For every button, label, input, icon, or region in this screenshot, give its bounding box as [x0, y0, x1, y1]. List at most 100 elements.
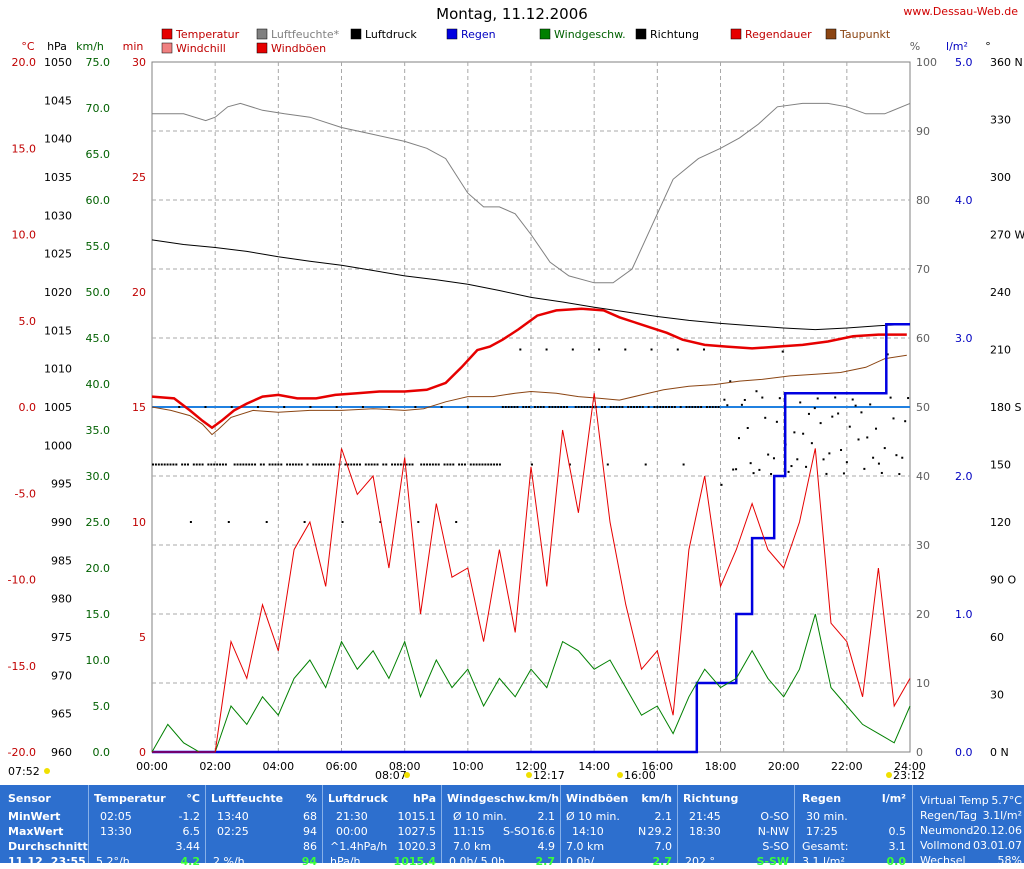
direction-dot: [854, 404, 857, 407]
direction-dot: [679, 406, 682, 408]
stats-dir-max: N-NW: [757, 825, 789, 838]
direction-dot: [612, 406, 615, 408]
chart-title: Montag, 11.12.2006: [436, 5, 588, 23]
temp-tick-label: 10.0: [12, 229, 37, 242]
direction-dot: [548, 406, 551, 408]
stats-misc-value: 03.01.07: [973, 839, 1022, 852]
direction-dot: [405, 463, 408, 466]
direction-dot: [306, 463, 309, 466]
x-tick-label: 00:00: [136, 760, 168, 773]
direction-dot: [627, 406, 630, 408]
unit-label-temp: °C: [21, 40, 35, 53]
legend-swatch: [730, 28, 742, 40]
wind-tick-label: 20.0: [86, 562, 111, 575]
stats-gust-dist: 7.0 km: [566, 840, 605, 853]
stats-wind-current: 2.7: [535, 855, 556, 868]
wind-tick-label: 25.0: [86, 516, 111, 529]
direction-dot: [857, 438, 860, 441]
direction-dot: [571, 348, 574, 351]
direction-dot: [641, 406, 644, 408]
legend-swatch: [635, 28, 647, 40]
direction-dot: [638, 406, 641, 408]
press-tick-label: 1040: [44, 133, 72, 146]
wind-tick-label: 30.0: [86, 470, 111, 483]
direction-dot: [708, 406, 711, 408]
direction-dot: [525, 406, 528, 408]
series-line-luftfeuchte-: [152, 102, 911, 284]
stats-wind-max-time: 11:15: [453, 825, 485, 838]
direction-dot: [251, 463, 254, 466]
direction-dot: [743, 398, 746, 401]
site-link[interactable]: www.Dessau-Web.de: [903, 5, 1018, 18]
direction-dot: [347, 463, 350, 466]
dir-tick-label: 330: [990, 114, 1011, 127]
stats-press-avg: 1020.3: [397, 840, 437, 853]
stats-panel: Sensor MinWert MaxWert Durchschnitt 11.1…: [0, 785, 1024, 868]
stats-label-min: MinWert: [8, 810, 61, 823]
direction-dot: [848, 425, 851, 428]
direction-dot: [810, 442, 813, 445]
direction-dot: [737, 437, 740, 440]
stats-hum-unit: %: [305, 792, 317, 805]
direction-dot: [650, 348, 653, 351]
direction-dot: [277, 463, 280, 466]
direction-dot: [181, 463, 184, 466]
hum-tick-label: 30: [916, 539, 930, 552]
direction-dot: [834, 396, 837, 399]
dir-tick-label: 210: [990, 344, 1011, 357]
stats-misc-label: Vollmond: [920, 839, 971, 852]
stats-temp-max-time: 13:30: [100, 825, 132, 838]
direction-dot: [178, 406, 181, 408]
stats-press-min-time: 21:30: [336, 810, 368, 823]
stats-misc-value: 5.7°C: [991, 794, 1022, 807]
direction-dot: [609, 406, 612, 408]
direction-dot: [466, 406, 469, 408]
sun-moon-time: 08:07: [375, 769, 407, 782]
rain-tick-label: 5.0: [955, 56, 973, 69]
direction-dot: [589, 406, 592, 408]
dir-tick-label: 240: [990, 286, 1011, 299]
hum-tick-label: 90: [916, 125, 930, 138]
stats-divider: [912, 785, 913, 863]
direction-dot: [565, 406, 568, 408]
direction-dot: [245, 463, 248, 466]
direction-dot: [233, 463, 236, 466]
min-tick-label: 0: [139, 746, 146, 759]
stats-press-unit: hPa: [412, 792, 436, 805]
direction-dot: [414, 406, 417, 408]
direction-dot: [449, 463, 452, 466]
wind-tick-label: 75.0: [86, 56, 111, 69]
stats-misc-label: Regen/Tag: [920, 809, 977, 822]
direction-dot: [522, 406, 525, 408]
direction-dot: [545, 348, 548, 351]
direction-dot: [668, 406, 671, 408]
direction-dot: [426, 463, 429, 466]
stats-press-header: Luftdruck: [328, 792, 388, 805]
direction-dot: [711, 406, 714, 408]
direction-dot: [484, 463, 487, 466]
direction-dot: [335, 406, 338, 408]
direction-dot: [875, 427, 878, 430]
wind-tick-label: 15.0: [86, 608, 111, 621]
direction-dot: [691, 406, 694, 408]
x-tick-label: 04:00: [262, 760, 294, 773]
dir-tick-label: 270 W: [990, 229, 1024, 242]
legend-label: Windböen: [271, 42, 326, 55]
min-tick-label: 10: [132, 516, 146, 529]
direction-dot: [478, 463, 481, 466]
direction-dot: [819, 422, 822, 425]
x-tick-label: 18:00: [705, 760, 737, 773]
direction-dot: [866, 436, 869, 439]
direction-dot: [507, 406, 510, 408]
direction-dot: [554, 406, 557, 408]
press-tick-label: 1020: [44, 286, 72, 299]
stats-gust-avg: 2.1: [654, 810, 673, 823]
series-line-regen: [152, 322, 910, 754]
direction-dot: [886, 353, 889, 356]
direction-dot: [904, 420, 907, 423]
direction-dot: [391, 463, 394, 466]
sun-moon-time: 07:52: [8, 765, 40, 778]
direction-dot: [907, 397, 910, 400]
direction-dot: [239, 463, 242, 466]
wind-tick-label: 50.0: [86, 286, 111, 299]
